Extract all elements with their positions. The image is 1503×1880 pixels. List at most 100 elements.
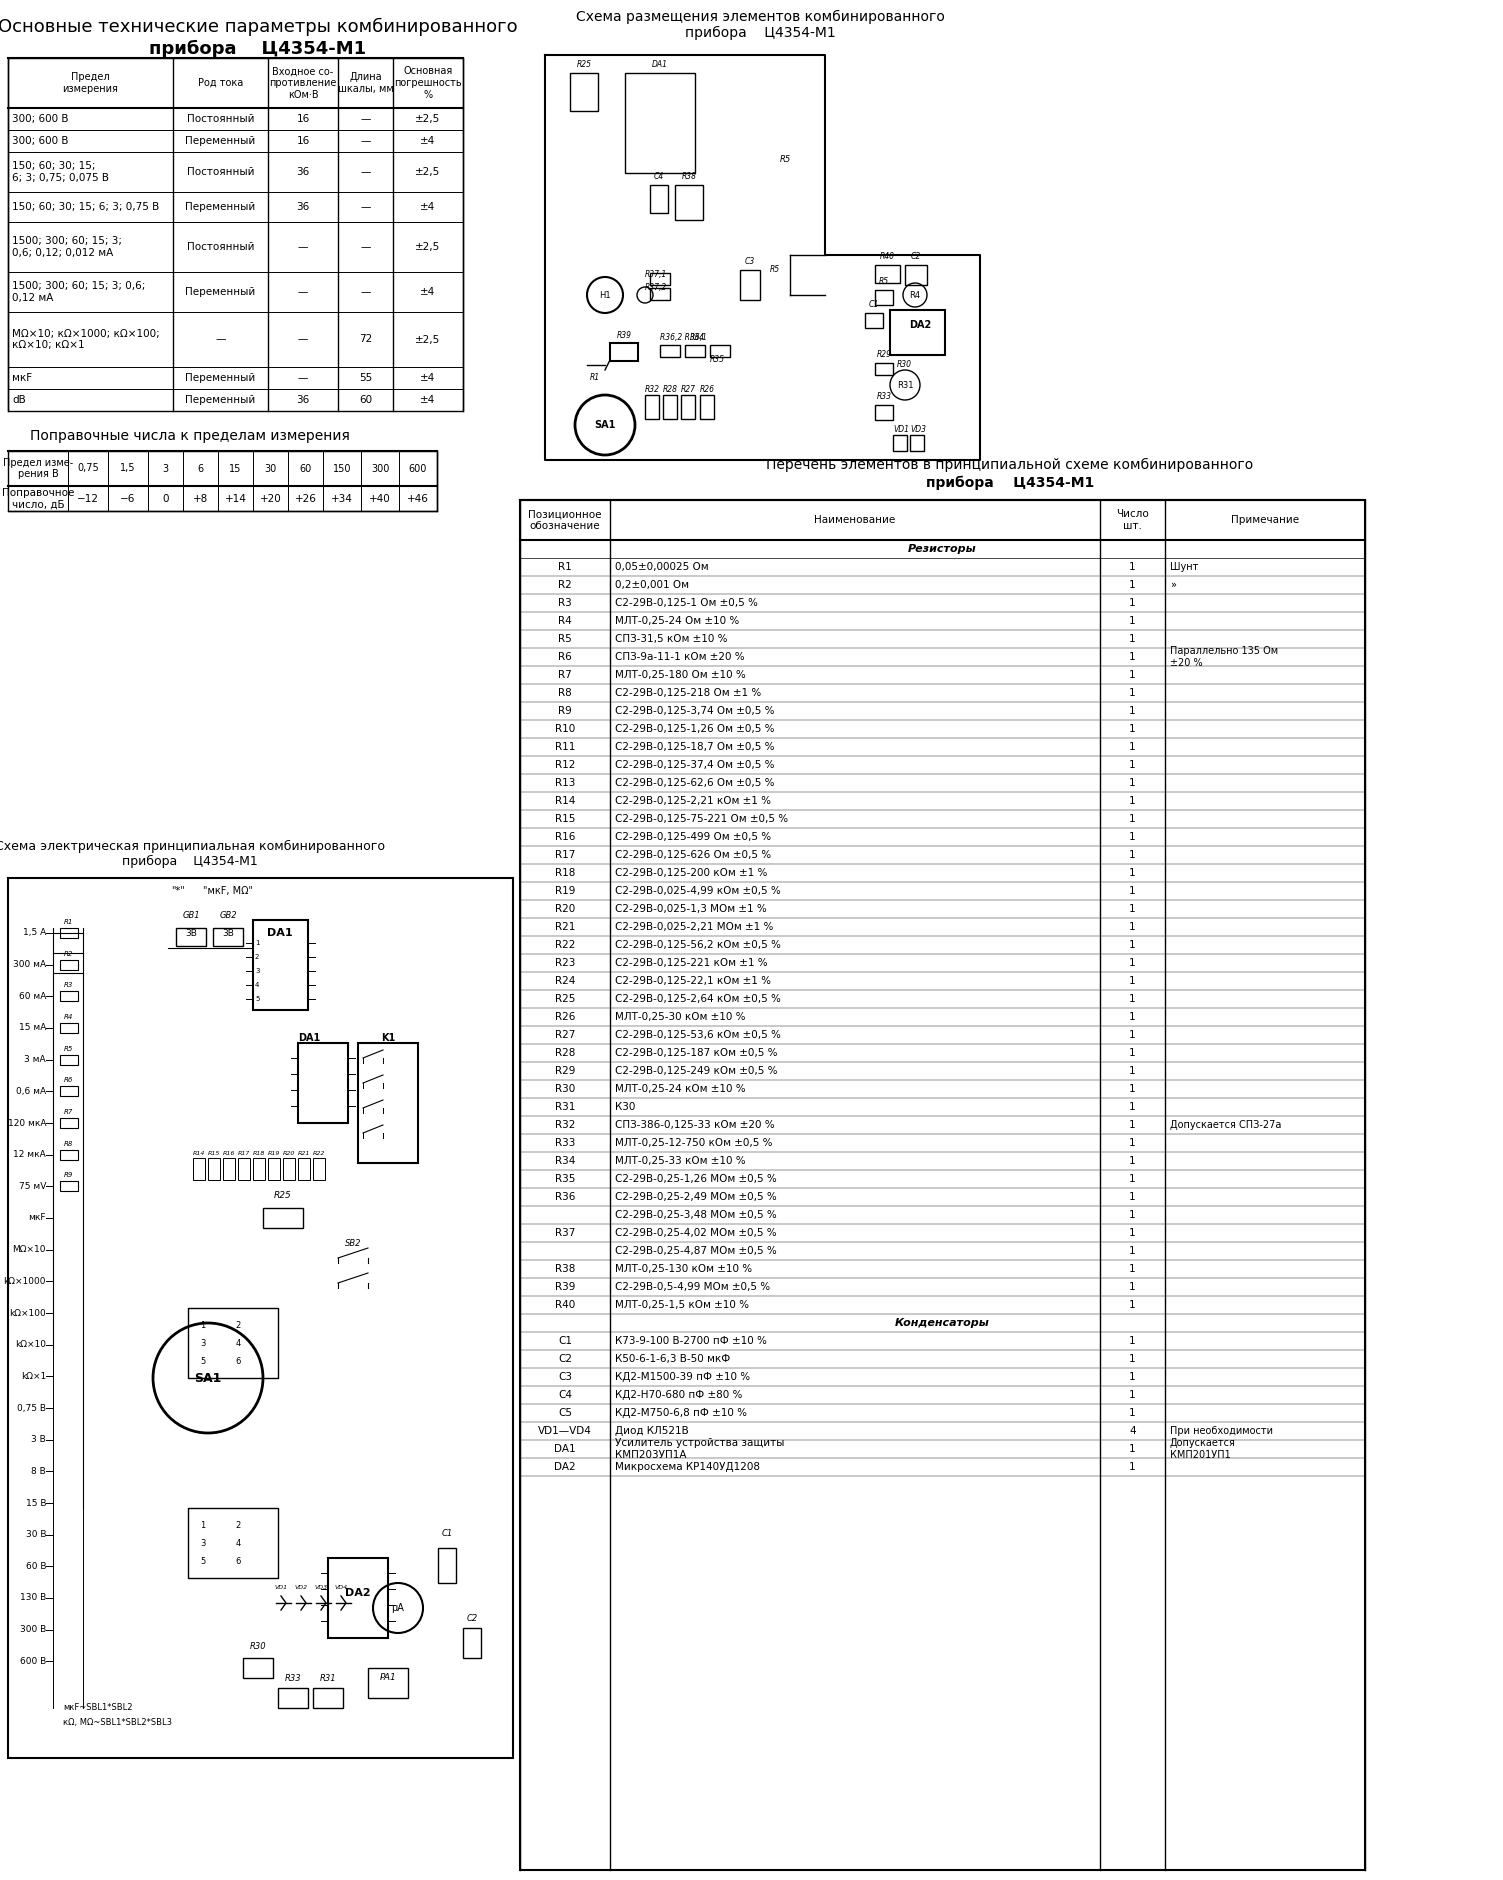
Text: VD3: VD3 bbox=[314, 1585, 328, 1590]
Text: R20: R20 bbox=[283, 1151, 295, 1156]
Text: R32: R32 bbox=[555, 1120, 576, 1130]
Text: R11: R11 bbox=[555, 743, 576, 752]
Text: R18: R18 bbox=[555, 869, 576, 878]
Text: R15: R15 bbox=[207, 1151, 219, 1156]
Text: мкF: мкF bbox=[29, 1213, 47, 1222]
Text: R26: R26 bbox=[700, 385, 715, 395]
Bar bbox=[660, 346, 679, 357]
Text: R6: R6 bbox=[558, 652, 571, 662]
Text: —: — bbox=[361, 243, 371, 252]
Text: R1: R1 bbox=[65, 919, 74, 925]
Text: 1: 1 bbox=[1129, 1030, 1136, 1040]
Bar bbox=[188, 1308, 278, 1378]
Text: 1: 1 bbox=[1129, 707, 1136, 716]
Text: ±4: ±4 bbox=[421, 395, 436, 404]
Text: 600 В: 600 В bbox=[20, 1656, 47, 1666]
Text: С2-29В-0,125-249 кОм ±0,5 %: С2-29В-0,125-249 кОм ±0,5 % bbox=[615, 1066, 777, 1075]
Text: С2-29В-0,125-75-221 Ом ±0,5 %: С2-29В-0,125-75-221 Ом ±0,5 % bbox=[615, 814, 788, 823]
Text: R25: R25 bbox=[577, 60, 592, 70]
Text: +20: +20 bbox=[260, 493, 281, 504]
Text: R36: R36 bbox=[555, 1192, 576, 1201]
Text: R31: R31 bbox=[897, 380, 914, 389]
Text: C4: C4 bbox=[558, 1389, 573, 1401]
Text: R28: R28 bbox=[663, 385, 678, 395]
Text: 3: 3 bbox=[256, 968, 260, 974]
Text: 1: 1 bbox=[1129, 1372, 1136, 1382]
Text: R30: R30 bbox=[249, 1641, 266, 1651]
Text: ±4: ±4 bbox=[421, 372, 436, 384]
Text: 5: 5 bbox=[200, 1557, 206, 1566]
Text: 1: 1 bbox=[1129, 1192, 1136, 1201]
Text: МЛТ-0,25-130 кОм ±10 %: МЛТ-0,25-130 кОм ±10 % bbox=[615, 1263, 752, 1275]
Bar bbox=[463, 1628, 481, 1658]
Text: R16: R16 bbox=[222, 1151, 234, 1156]
Text: 16: 16 bbox=[296, 135, 310, 147]
Text: 6: 6 bbox=[236, 1557, 240, 1566]
Text: R40: R40 bbox=[555, 1299, 576, 1310]
Text: C2: C2 bbox=[911, 252, 921, 261]
Text: R2: R2 bbox=[65, 951, 74, 957]
Text: ±2,5: ±2,5 bbox=[415, 243, 440, 252]
Bar bbox=[893, 434, 906, 451]
Text: R26: R26 bbox=[555, 1011, 576, 1023]
Text: СПЗ-9а-11-1 кОм ±20 %: СПЗ-9а-11-1 кОм ±20 % bbox=[615, 652, 744, 662]
Text: 1: 1 bbox=[1129, 995, 1136, 1004]
Text: Допускается
КМП201УП1: Допускается КМП201УП1 bbox=[1169, 1438, 1235, 1459]
Bar bbox=[8, 58, 463, 412]
Text: SA1: SA1 bbox=[194, 1372, 221, 1384]
Text: —: — bbox=[361, 115, 371, 124]
Text: ±4: ±4 bbox=[421, 135, 436, 147]
Text: SB2: SB2 bbox=[344, 1239, 361, 1248]
Bar bbox=[675, 184, 703, 220]
Bar bbox=[875, 363, 893, 374]
Text: GB2: GB2 bbox=[219, 912, 237, 919]
Text: С2-29В-0,125-200 кОм ±1 %: С2-29В-0,125-200 кОм ±1 % bbox=[615, 869, 768, 878]
Bar bbox=[625, 73, 694, 173]
Text: R4: R4 bbox=[65, 1013, 74, 1021]
Text: 1: 1 bbox=[1129, 669, 1136, 681]
Text: 1: 1 bbox=[1129, 778, 1136, 788]
Text: R33: R33 bbox=[876, 393, 891, 400]
Text: 1: 1 bbox=[1129, 634, 1136, 645]
Text: 6: 6 bbox=[197, 464, 203, 474]
Text: Микросхема КР140УД1208: Микросхема КР140УД1208 bbox=[615, 1463, 761, 1472]
Text: 55: 55 bbox=[359, 372, 373, 384]
Bar bbox=[60, 1055, 78, 1064]
Text: +40: +40 bbox=[370, 493, 391, 504]
Text: Предел
измерения: Предел измерения bbox=[63, 71, 119, 94]
Text: Переменный: Переменный bbox=[185, 372, 256, 384]
Text: Усилитель устройства защиты
КМП203УП1А: Усилитель устройства защиты КМП203УП1А bbox=[615, 1438, 785, 1459]
Text: R4: R4 bbox=[909, 291, 920, 299]
Text: +26: +26 bbox=[295, 493, 317, 504]
Text: R19: R19 bbox=[555, 885, 576, 897]
Bar bbox=[188, 1508, 278, 1577]
Text: 1: 1 bbox=[1129, 1137, 1136, 1149]
Text: ±4: ±4 bbox=[421, 288, 436, 297]
Text: Параллельно 135 Ом
±20 %: Параллельно 135 Ом ±20 % bbox=[1169, 647, 1278, 667]
Text: +46: +46 bbox=[407, 493, 428, 504]
Text: C2: C2 bbox=[558, 1354, 573, 1365]
Text: C5: C5 bbox=[558, 1408, 573, 1418]
Bar bbox=[298, 1043, 349, 1122]
Text: 1: 1 bbox=[1129, 959, 1136, 968]
Text: C4: C4 bbox=[654, 171, 664, 180]
Text: 60: 60 bbox=[359, 395, 373, 404]
Bar bbox=[253, 919, 308, 1010]
Text: мкF: мкF bbox=[12, 372, 32, 384]
Bar bbox=[60, 959, 78, 970]
Text: MΩ×10: MΩ×10 bbox=[12, 1245, 47, 1254]
Text: МΩ×10; кΩ×1000; кΩ×100;
кΩ×10; кΩ×1: МΩ×10; кΩ×1000; кΩ×100; кΩ×10; кΩ×1 bbox=[12, 329, 159, 350]
Text: 1: 1 bbox=[1129, 904, 1136, 914]
Text: 1: 1 bbox=[1129, 976, 1136, 985]
Text: Примечание: Примечание bbox=[1231, 515, 1299, 525]
Text: R38: R38 bbox=[555, 1263, 576, 1275]
Bar bbox=[243, 1658, 274, 1679]
Text: +14: +14 bbox=[224, 493, 246, 504]
Text: 1: 1 bbox=[1129, 598, 1136, 607]
Bar bbox=[278, 1688, 308, 1709]
Text: R35: R35 bbox=[555, 1173, 576, 1184]
Text: С2-29В-0,25-2,49 МОм ±0,5 %: С2-29В-0,25-2,49 МОм ±0,5 % bbox=[615, 1192, 777, 1201]
Text: R22: R22 bbox=[313, 1151, 325, 1156]
Text: кΩ, MΩ~SBL1*SBL2*SBL3: кΩ, MΩ~SBL1*SBL2*SBL3 bbox=[63, 1718, 171, 1728]
Text: Длина
шкалы, мм: Длина шкалы, мм bbox=[338, 71, 394, 94]
